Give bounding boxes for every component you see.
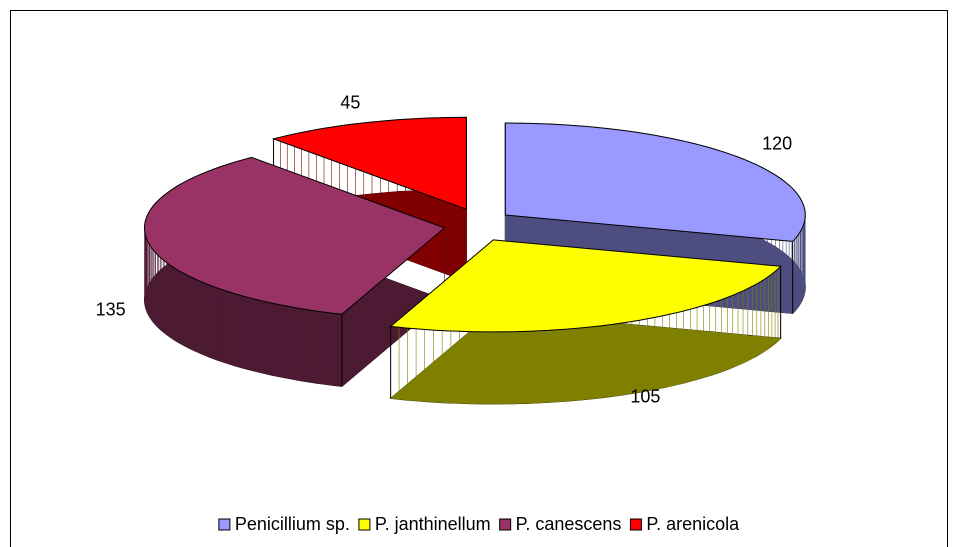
legend-label: Penicillium sp.: [235, 514, 350, 534]
data-label: 120: [762, 134, 792, 154]
data-label: 135: [96, 299, 126, 319]
legend: Penicillium sp. P. janthinellum P. canesce…: [218, 514, 740, 534]
legend-swatch: [358, 518, 371, 531]
legend-swatch: [499, 518, 512, 531]
slice-top: [504, 122, 806, 242]
data-label: 45: [340, 92, 360, 112]
pie-slice: [143, 156, 446, 387]
pie-slice: [389, 239, 782, 405]
slice-top: [271, 116, 467, 211]
legend-label: P. janthinellum: [375, 514, 491, 534]
legend-label: P. canescens: [516, 514, 622, 534]
data-label: 105: [630, 386, 660, 406]
legend-swatch: [218, 518, 231, 531]
legend-label: P. arenicola: [646, 514, 740, 534]
slice-top: [143, 156, 446, 315]
legend-swatch: [629, 518, 642, 531]
slice-top: [389, 239, 782, 333]
